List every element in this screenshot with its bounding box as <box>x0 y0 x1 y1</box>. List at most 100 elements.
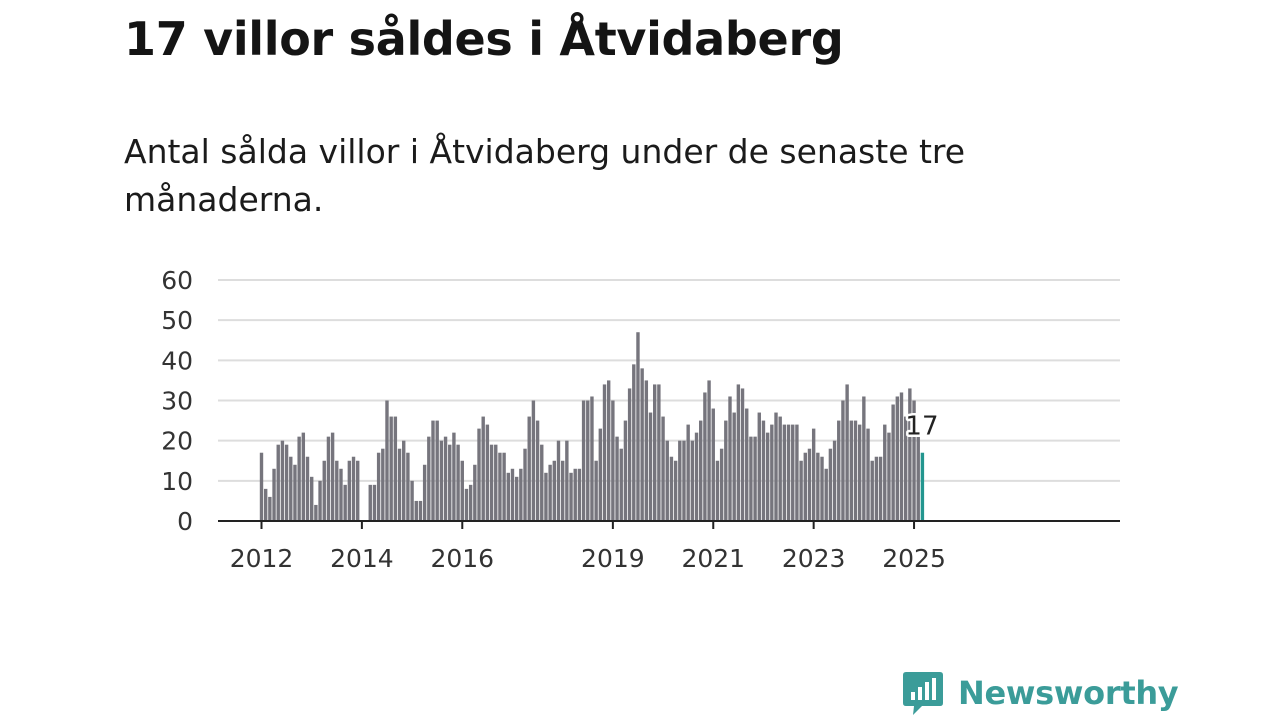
bar <box>862 396 866 521</box>
bar <box>376 452 381 521</box>
bar <box>293 464 297 521</box>
bar <box>527 416 531 521</box>
bar <box>565 440 569 521</box>
bar <box>632 364 636 521</box>
bar <box>883 424 887 521</box>
bar <box>502 452 506 521</box>
bar <box>372 484 377 521</box>
bar <box>468 484 473 521</box>
bar <box>439 440 444 521</box>
x-tick-label: 2023 <box>782 544 846 573</box>
bar <box>494 444 498 521</box>
bar <box>778 416 782 521</box>
bar <box>402 440 406 521</box>
bar <box>452 432 456 521</box>
bar <box>322 460 326 521</box>
x-tick-label: 2019 <box>581 544 645 573</box>
bar <box>887 432 891 521</box>
bar <box>510 468 515 521</box>
bar <box>443 436 448 521</box>
bar <box>799 460 803 521</box>
bar <box>427 436 431 521</box>
bar <box>774 412 778 521</box>
bar <box>644 380 649 521</box>
bar <box>611 400 615 521</box>
bar <box>448 444 452 521</box>
bar <box>761 420 766 521</box>
bar <box>397 448 402 521</box>
bar <box>268 496 272 521</box>
bar <box>908 388 912 521</box>
bar <box>803 452 807 521</box>
bar <box>540 444 544 521</box>
bar <box>653 384 657 521</box>
bar <box>703 392 707 521</box>
bar <box>648 412 653 521</box>
bar <box>853 420 858 521</box>
bar <box>719 448 724 521</box>
bar <box>832 440 837 521</box>
bar <box>619 448 623 521</box>
bar <box>749 436 753 521</box>
bar <box>481 416 485 521</box>
bar <box>305 456 310 521</box>
bar <box>849 420 853 521</box>
bar <box>891 404 895 521</box>
y-tick-label: 50 <box>161 306 193 335</box>
bar <box>531 400 536 521</box>
bar <box>791 424 795 521</box>
bar <box>711 408 715 521</box>
bar <box>263 488 268 521</box>
bar <box>845 384 849 521</box>
bar <box>523 448 527 521</box>
bar <box>456 444 460 521</box>
bar <box>506 472 510 521</box>
highlighted-bar <box>920 452 925 521</box>
bar <box>314 504 318 521</box>
bar <box>389 416 393 521</box>
newsworthy-logo-icon <box>903 672 943 715</box>
bar <box>414 500 418 521</box>
bar <box>736 384 741 521</box>
x-tick-label: 2021 <box>681 544 745 573</box>
y-tick-label: 20 <box>161 427 193 456</box>
bar <box>724 420 728 521</box>
bar <box>535 420 540 521</box>
bar <box>581 400 586 521</box>
bar <box>899 392 904 521</box>
bar <box>669 456 674 521</box>
bar <box>410 480 414 521</box>
bar <box>301 432 306 521</box>
bar <box>673 460 678 521</box>
bar <box>284 444 289 521</box>
bar <box>385 400 389 521</box>
bar <box>623 420 628 521</box>
bar <box>912 400 916 521</box>
bar <box>381 448 385 521</box>
bar <box>661 416 665 521</box>
bar <box>866 428 870 521</box>
y-tick-label: 40 <box>161 346 193 375</box>
bar <box>615 436 619 521</box>
bar <box>903 416 908 521</box>
bar <box>552 460 557 521</box>
bar <box>548 464 552 521</box>
x-tick-label: 2025 <box>882 544 946 573</box>
bar <box>544 472 548 521</box>
chart-subtitle: Antal sålda villor i Åtvidaberg under de… <box>124 132 966 219</box>
bar <box>573 468 577 521</box>
bar <box>335 460 339 521</box>
bar <box>828 448 833 521</box>
bar <box>326 436 331 521</box>
bar <box>602 384 607 521</box>
bar <box>431 420 435 521</box>
bar <box>786 424 791 521</box>
bar <box>665 440 669 521</box>
bar <box>732 412 736 521</box>
bar <box>569 472 573 521</box>
bar <box>590 396 594 521</box>
y-tick-label: 10 <box>161 467 193 496</box>
bar <box>594 460 598 521</box>
bar <box>514 476 519 521</box>
bar <box>460 460 464 521</box>
